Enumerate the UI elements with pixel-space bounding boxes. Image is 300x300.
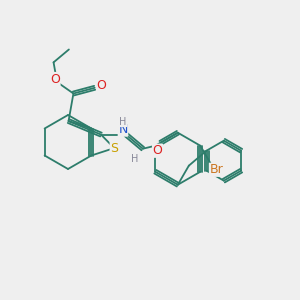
- Text: H: H: [131, 154, 139, 164]
- Text: O: O: [50, 73, 60, 85]
- Text: Br: Br: [209, 163, 223, 176]
- Text: S: S: [110, 142, 118, 154]
- Text: O: O: [153, 144, 163, 157]
- Text: N: N: [118, 123, 128, 136]
- Text: O: O: [97, 79, 106, 92]
- Text: H: H: [119, 117, 127, 127]
